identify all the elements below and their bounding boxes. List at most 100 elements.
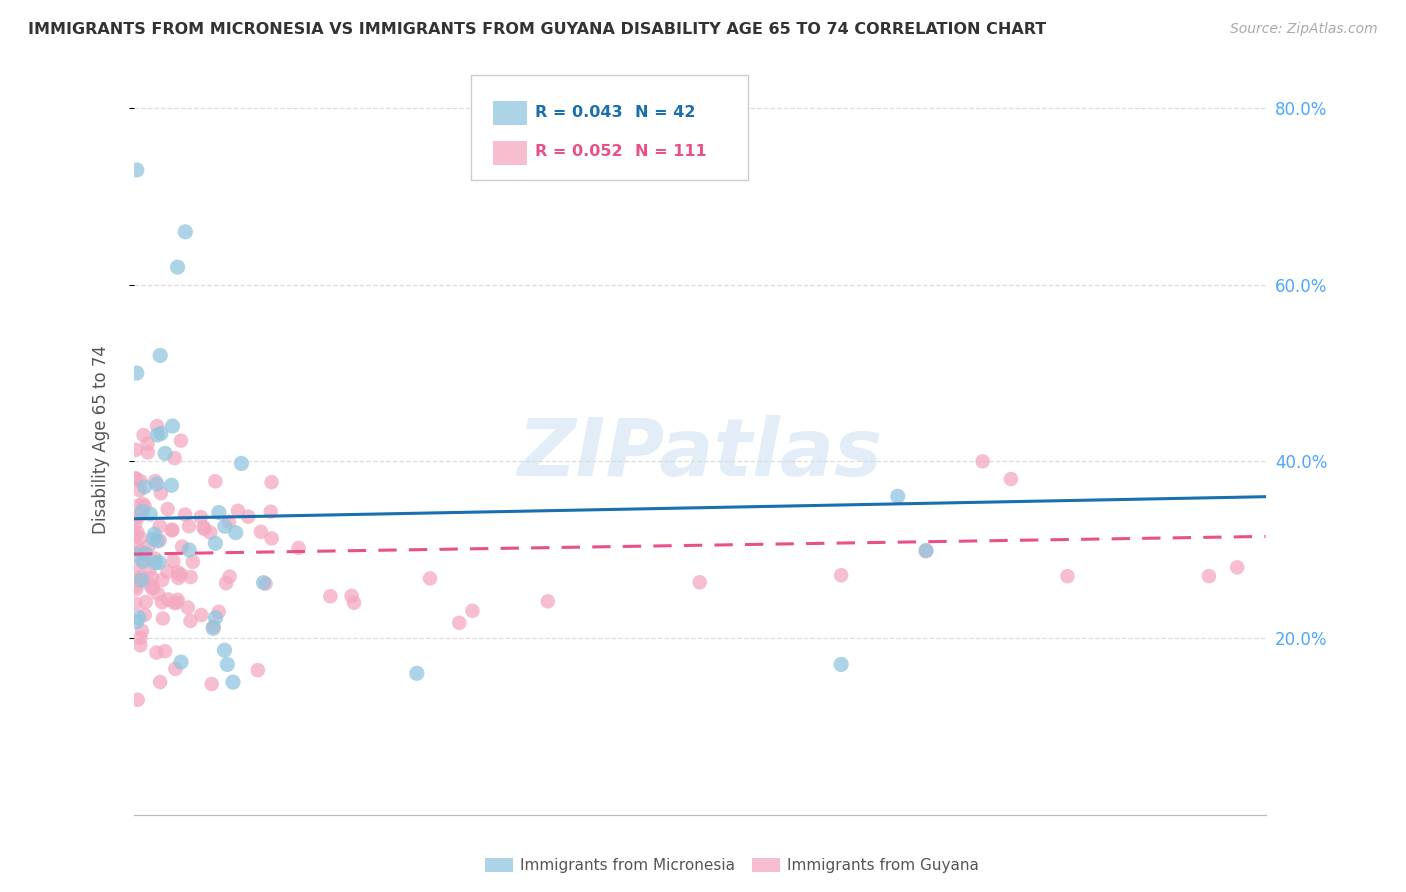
Point xyxy=(125,582,148,596)
Point xyxy=(190,510,212,524)
Point xyxy=(166,596,188,610)
Point xyxy=(152,611,174,625)
Point xyxy=(204,611,226,625)
Point xyxy=(129,474,152,488)
Point xyxy=(127,525,149,540)
Point xyxy=(124,559,146,574)
Point xyxy=(250,524,273,539)
Point xyxy=(160,524,183,538)
Point xyxy=(260,532,283,546)
Point xyxy=(156,592,179,607)
Point xyxy=(143,551,166,566)
Point xyxy=(162,554,184,568)
Point xyxy=(143,474,166,488)
Point xyxy=(170,434,193,448)
Point xyxy=(179,543,201,558)
Point xyxy=(146,587,169,601)
Point xyxy=(156,502,179,516)
Point xyxy=(125,615,148,629)
Point xyxy=(124,472,146,486)
Point xyxy=(1198,569,1220,583)
Point xyxy=(193,522,215,536)
Point xyxy=(143,556,166,570)
Point xyxy=(124,516,146,531)
Point xyxy=(129,508,152,523)
Point xyxy=(170,567,193,582)
Point xyxy=(215,576,238,591)
Text: R = 0.043: R = 0.043 xyxy=(534,104,621,120)
Point xyxy=(124,510,146,524)
Point xyxy=(915,543,938,558)
Point xyxy=(461,604,484,618)
Point xyxy=(254,576,277,591)
Point xyxy=(143,527,166,541)
Point xyxy=(129,573,152,587)
Text: Immigrants from Micronesia: Immigrants from Micronesia xyxy=(520,858,735,872)
Point xyxy=(149,486,172,500)
Point xyxy=(689,575,711,590)
Point xyxy=(125,442,148,457)
Point xyxy=(135,595,157,609)
Point xyxy=(172,540,194,554)
Point xyxy=(972,454,994,468)
Point xyxy=(238,509,260,524)
Point xyxy=(170,655,193,669)
Point xyxy=(134,480,156,494)
Point xyxy=(204,536,226,550)
FancyBboxPatch shape xyxy=(492,141,527,165)
Point xyxy=(915,544,938,558)
Point xyxy=(167,566,190,580)
Point xyxy=(887,489,910,503)
Point xyxy=(142,532,165,546)
Point xyxy=(125,548,148,562)
Point xyxy=(204,475,226,489)
Point xyxy=(214,519,236,533)
Point xyxy=(149,348,172,362)
Point xyxy=(124,579,146,593)
Point xyxy=(128,483,150,498)
Point xyxy=(138,563,160,577)
Point xyxy=(132,553,155,567)
Point xyxy=(202,621,225,635)
Point xyxy=(180,570,202,584)
Point xyxy=(132,554,155,568)
Point xyxy=(226,504,249,518)
Point xyxy=(134,547,156,561)
Point xyxy=(260,475,283,490)
Point xyxy=(1000,472,1022,486)
Point xyxy=(225,525,247,540)
Point xyxy=(217,657,239,672)
Point xyxy=(231,457,253,471)
Point xyxy=(125,163,148,178)
Point xyxy=(139,577,162,591)
Point xyxy=(181,555,204,569)
Point xyxy=(129,631,152,645)
Point xyxy=(163,451,186,466)
Point xyxy=(193,520,215,534)
Point xyxy=(124,538,146,552)
Point xyxy=(136,436,159,450)
Point xyxy=(208,605,231,619)
Point xyxy=(287,541,309,555)
Point xyxy=(129,544,152,558)
Point xyxy=(201,677,224,691)
Point xyxy=(134,499,156,513)
Point xyxy=(246,663,269,677)
Point xyxy=(153,644,176,658)
Point xyxy=(128,499,150,513)
Point xyxy=(127,574,149,588)
Point xyxy=(160,523,183,537)
Point xyxy=(174,508,197,522)
Point xyxy=(142,581,165,595)
Point xyxy=(449,615,471,630)
FancyBboxPatch shape xyxy=(492,101,527,125)
Point xyxy=(134,607,156,622)
Point xyxy=(218,515,240,529)
Point xyxy=(1056,569,1078,583)
Text: ZIPatlas: ZIPatlas xyxy=(517,416,882,493)
Point xyxy=(131,573,153,587)
Point xyxy=(162,419,184,434)
Point xyxy=(124,471,146,485)
Point xyxy=(148,555,170,569)
Point xyxy=(202,619,225,633)
